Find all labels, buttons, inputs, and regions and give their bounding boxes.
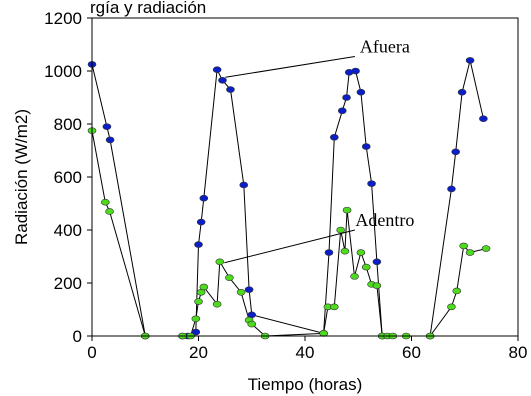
point-afuera [105, 136, 115, 144]
clipped-title-fragment: rgía y radiación [90, 0, 206, 17]
point-adentro [199, 283, 209, 291]
point-afuera [351, 67, 360, 75]
point-afuera [196, 218, 206, 226]
point-adentro [329, 303, 339, 311]
point-afuera [479, 115, 488, 122]
point-afuera [226, 86, 235, 93]
point-adentro [225, 274, 234, 282]
series-line-adentro [91, 130, 487, 337]
annotation-afuera: Afuera [360, 36, 410, 56]
point-adentro [361, 263, 371, 271]
point-adentro [215, 258, 225, 266]
point-afuera [329, 133, 339, 141]
point-adentro [465, 249, 475, 256]
y-tick-label: 200 [54, 274, 82, 293]
point-afuera [218, 76, 227, 84]
point-afuera [367, 180, 376, 187]
point-adentro [236, 288, 246, 296]
point-adentro [452, 287, 462, 295]
y-tick-label: 1200 [44, 9, 82, 28]
point-afuera [199, 194, 209, 202]
x-tick-label: 80 [509, 343, 528, 362]
annotation-leader-line [224, 229, 355, 264]
y-axis-title: Radiación (W/m2) [12, 109, 31, 245]
point-afuera [451, 148, 460, 156]
x-tick-label: 40 [296, 343, 315, 362]
point-afuera [337, 107, 347, 115]
point-adentro [194, 298, 203, 305]
y-tick-label: 400 [54, 221, 82, 240]
point-adentro [212, 300, 222, 308]
point-afuera [324, 249, 334, 256]
annotation-adentro: Adentro [355, 210, 414, 230]
point-afuera [361, 143, 371, 150]
point-adentro [105, 208, 114, 215]
point-adentro [101, 198, 110, 206]
point-adentro [447, 303, 456, 311]
annotation-leader-line [225, 55, 355, 78]
point-afuera [102, 123, 112, 130]
point-afuera [457, 88, 467, 96]
point-afuera [194, 241, 203, 248]
y-tick-label: 800 [54, 115, 82, 134]
point-adentro [191, 315, 201, 323]
point-adentro [336, 226, 345, 234]
point-afuera [239, 181, 249, 189]
point-adentro [481, 245, 491, 252]
series-line-afuera [91, 60, 484, 337]
point-adentro [342, 206, 352, 214]
point-adentro [459, 242, 468, 250]
y-tick-label: 1000 [44, 62, 82, 81]
y-tick-label: 0 [73, 327, 82, 346]
point-afuera [447, 185, 456, 193]
point-adentro [319, 330, 328, 337]
x-tick-label: 60 [402, 343, 421, 362]
point-adentro [247, 320, 257, 328]
point-afuera [191, 328, 201, 336]
point-adentro [356, 249, 366, 256]
point-afuera [212, 66, 222, 73]
point-afuera [372, 258, 382, 266]
x-tick-label: 0 [87, 343, 96, 362]
point-adentro [372, 282, 382, 289]
x-tick-label: 20 [189, 343, 208, 362]
point-adentro [340, 247, 350, 255]
y-tick-label: 600 [54, 168, 82, 187]
x-axis-title: Tiempo (horas) [248, 375, 363, 394]
point-afuera [465, 57, 475, 64]
point-adentro [350, 273, 359, 280]
point-afuera [356, 88, 366, 96]
plot-area: Afuera Adentro [87, 36, 491, 340]
point-afuera [244, 286, 254, 293]
point-afuera [342, 94, 351, 101]
